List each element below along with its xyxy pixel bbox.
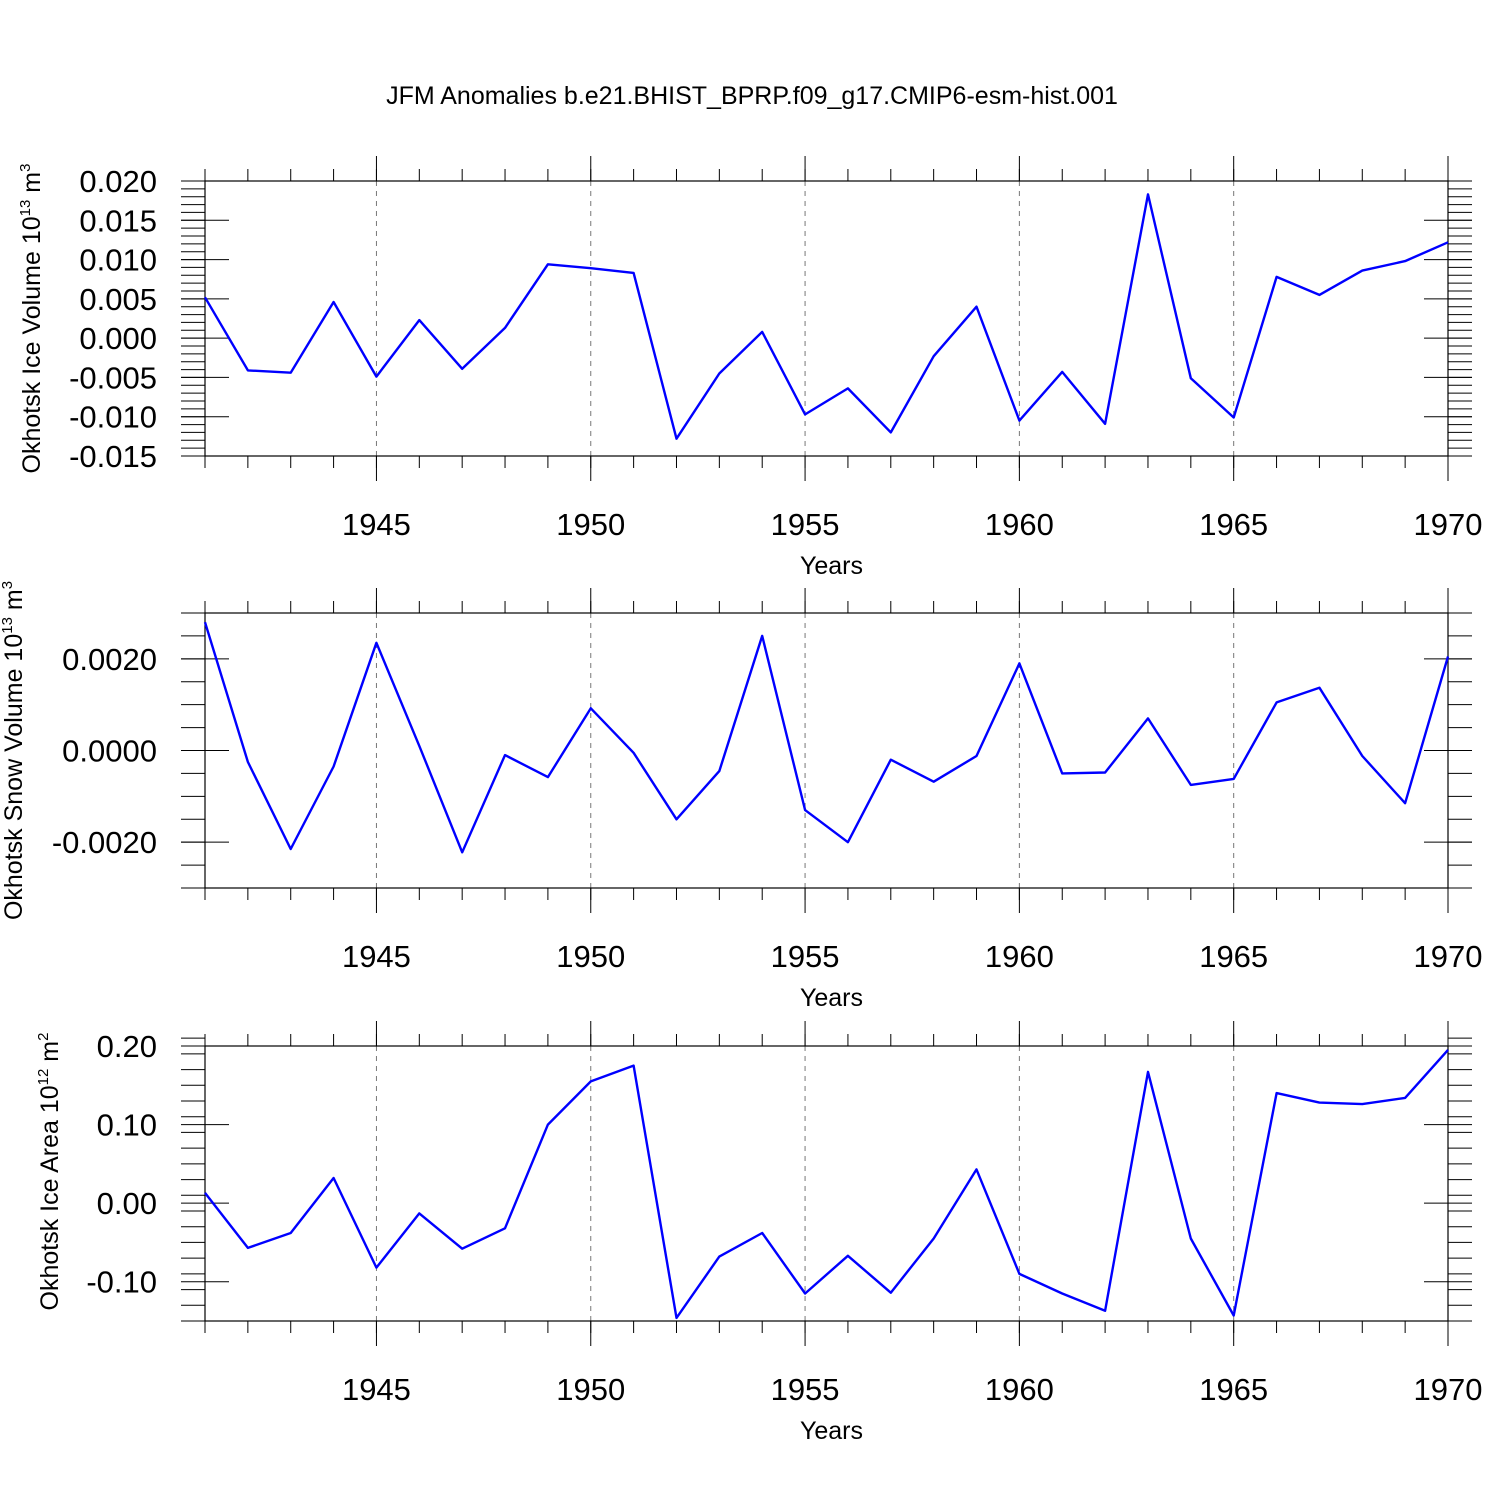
x-tick-label: 1965 [1199, 507, 1268, 542]
y-tick-label: 0.020 [79, 164, 157, 199]
y-tick-label: 0.010 [79, 243, 157, 278]
y-tick-label: 0.005 [79, 282, 157, 317]
x-tick-label: 1970 [1414, 1372, 1483, 1407]
y-tick-label: 0.0020 [62, 642, 157, 677]
y-tick-label: -0.010 [69, 400, 157, 435]
y-tick-label: 0.0000 [62, 734, 157, 769]
x-tick-label: 1945 [342, 1372, 411, 1407]
chart-panel-2: -0.0020 0.0000 0.0020 1945 1950 1955 1960 1965 1… [0, 581, 1482, 1012]
y-tick-label: 0.20 [97, 1029, 157, 1064]
figure-title: JFM Anomalies b.e21.BHIST_BPRP.f09_g17.C… [386, 82, 1118, 110]
plot-frame [204, 612, 1449, 889]
y-tick-label: 0.10 [97, 1108, 157, 1143]
chart-panel-1: -0.015 -0.010 -0.005 0.000 0.005 0.010 0.015 0.… [17, 156, 1482, 580]
y-axis-title: Okhotsk Snow Volume 1013 m3 [0, 581, 28, 920]
x-tick-label: 1955 [771, 507, 840, 542]
series-line [203, 193, 1449, 440]
x-tick-label: 1965 [1199, 939, 1268, 974]
y-tick-label: 0.00 [97, 1186, 157, 1221]
y-axis-title: Okhotsk Ice Area 1012 m2 [35, 1033, 64, 1311]
series-line [204, 1049, 1449, 1320]
x-tick-label: 1960 [985, 507, 1054, 542]
y-tick-label: 0.000 [79, 321, 157, 356]
y-tick-label: -0.015 [69, 439, 157, 474]
x-tick-label: 1955 [771, 939, 840, 974]
y-tick-label: 0.015 [79, 203, 157, 238]
x-tick-label: 1960 [985, 939, 1054, 974]
x-tick-label: 1965 [1199, 1372, 1268, 1407]
chart-panel-3: -0.10 0.00 0.10 0.20 1945 1950 1955 1960 1965 197… [35, 1021, 1482, 1445]
plot-frame [204, 180, 1449, 457]
y-tick-label: -0.005 [69, 360, 157, 395]
y-tick-label: -0.10 [86, 1265, 157, 1300]
x-axis-title: Years [800, 984, 863, 1012]
panels: -0.015 -0.010 -0.005 0.000 0.005 0.010 0.015 0.… [0, 156, 1482, 1445]
series-line [203, 621, 1450, 854]
x-tick-label: 1950 [556, 939, 625, 974]
x-tick-label: 1945 [342, 939, 411, 974]
x-axis-title: Years [800, 1417, 863, 1445]
y-axis-title: Okhotsk Ice Volume 1013 m3 [17, 164, 46, 474]
x-tick-label: 1950 [556, 507, 625, 542]
x-tick-label: 1970 [1414, 939, 1483, 974]
x-tick-label: 1955 [771, 1372, 840, 1407]
x-axis-title: Years [800, 552, 863, 580]
x-tick-label: 1945 [342, 507, 411, 542]
x-tick-label: 1960 [985, 1372, 1054, 1407]
x-tick-label: 1950 [556, 1372, 625, 1407]
y-tick-label: -0.0020 [52, 825, 157, 860]
plot-frame [204, 1045, 1449, 1322]
x-tick-label: 1970 [1414, 507, 1483, 542]
